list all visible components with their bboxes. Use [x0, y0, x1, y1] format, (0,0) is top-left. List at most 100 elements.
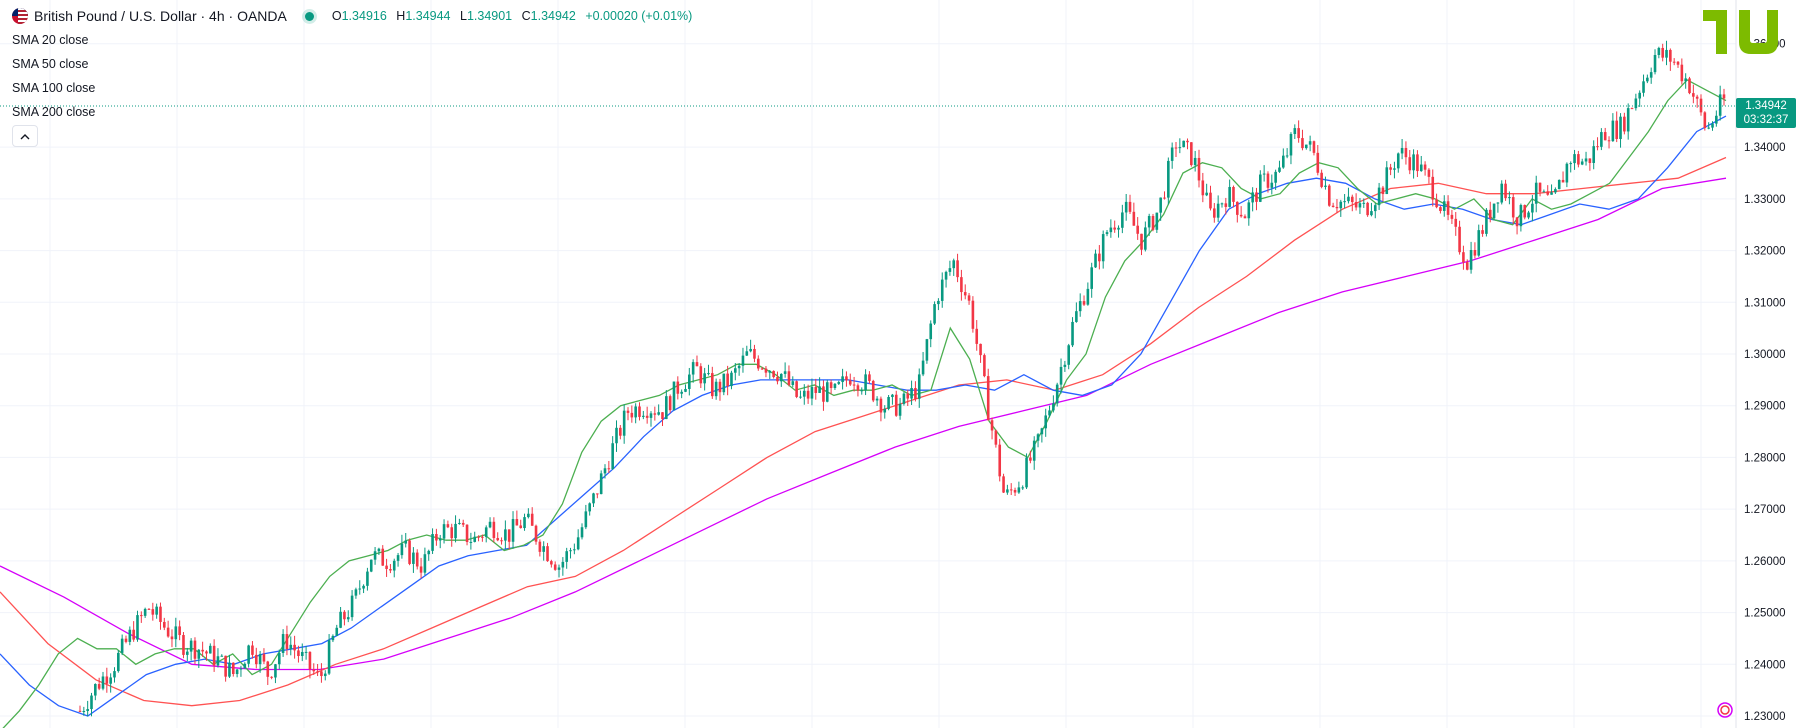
candle-body: [787, 371, 791, 385]
candle-body: [917, 374, 921, 399]
sma-100-legend[interactable]: SMA 100 close: [12, 81, 96, 95]
candle-body: [864, 374, 867, 391]
symbol-row: British Pound / U.S. Dollar · 4h · OANDA…: [12, 7, 698, 25]
candle-body: [1684, 78, 1687, 82]
candle-body: [442, 524, 446, 539]
candle-body: [1626, 108, 1630, 132]
candle-body: [1205, 192, 1208, 196]
price-axis[interactable]: 1.23000 1.24000 1.25000 1.26000 1.27000 1.280…: [1735, 0, 1786, 728]
candle-body: [1692, 93, 1695, 97]
sma-200-legend[interactable]: SMA 200 close: [12, 105, 96, 119]
candle-body: [1508, 197, 1511, 199]
candle-body: [1255, 192, 1258, 202]
candle-body: [1082, 301, 1086, 305]
candle-body: [1274, 171, 1277, 183]
candle-body: [1600, 132, 1603, 147]
candle-body: [906, 393, 910, 399]
candle-body: [1151, 215, 1155, 230]
candle-body: [1197, 157, 1201, 181]
candle-body: [140, 615, 143, 617]
candle-body: [975, 328, 979, 344]
candle-body: [1071, 321, 1074, 346]
candle-body: [496, 538, 500, 541]
candle-body: [461, 522, 465, 525]
candle-body: [1446, 201, 1450, 215]
candle-body: [308, 651, 312, 670]
candle-body: [1462, 252, 1465, 263]
candle-body: [1193, 157, 1197, 166]
symbol-title[interactable]: British Pound / U.S. Dollar · 4h · OANDA: [34, 8, 287, 24]
candle-body: [745, 351, 749, 356]
candle-body: [883, 408, 887, 413]
candle-body: [1550, 192, 1553, 195]
candle-body: [412, 552, 415, 564]
candle-body: [350, 595, 354, 618]
candle-body: [584, 511, 588, 528]
candle-body: [848, 380, 852, 385]
candle-body: [1213, 208, 1216, 218]
candle-body: [1117, 227, 1120, 230]
candle-body: [358, 588, 362, 590]
candle-body: [1561, 179, 1565, 183]
candle-body: [795, 381, 798, 397]
candle-body: [845, 376, 848, 381]
candle-body: [592, 493, 595, 504]
y-tick-label: 1.34000: [1744, 142, 1786, 154]
candle-body: [86, 709, 89, 712]
ohlc-values: O1.34916 H1.34944 L1.34901 C1.34942 +0.0…: [332, 7, 698, 25]
collapse-legend-button[interactable]: [12, 125, 38, 147]
candle-body: [1282, 155, 1285, 168]
y-tick-label: 1.23000: [1744, 711, 1786, 723]
candle-body: [1665, 49, 1668, 58]
candle-body: [1101, 234, 1105, 262]
candle-body: [297, 650, 300, 657]
candle-body: [1531, 203, 1534, 213]
candle-body: [695, 362, 699, 367]
candle-body: [607, 468, 611, 470]
candle-body: [1592, 146, 1596, 163]
compare-symbol-icon[interactable]: [1716, 701, 1734, 719]
candle-body: [331, 635, 335, 641]
candle-body: [1052, 403, 1055, 411]
candle-body: [389, 569, 392, 571]
candle-body: [343, 611, 346, 620]
chevron-up-icon: [20, 133, 30, 139]
market-status-icon[interactable]: [304, 11, 314, 21]
candle-body: [542, 546, 545, 552]
candle-body: [557, 567, 561, 570]
candle-body: [837, 382, 841, 384]
candle-body: [1557, 179, 1561, 190]
candle-body: [588, 503, 591, 512]
candle-body: [576, 537, 580, 550]
candle-body: [216, 656, 220, 666]
candle-body: [1653, 54, 1657, 73]
candle-body: [1715, 115, 1718, 124]
high-key: H: [396, 9, 406, 23]
candle-body: [810, 387, 814, 399]
candle-body: [155, 606, 158, 615]
candle-body: [1144, 227, 1147, 250]
change-value: +0.00020 (+0.01%): [585, 9, 693, 23]
candle-body: [205, 651, 208, 654]
candle-body: [1331, 205, 1335, 207]
y-tick-label: 1.33000: [1744, 194, 1786, 206]
candle-body: [1182, 140, 1185, 148]
sma-20-legend[interactable]: SMA 20 close: [12, 33, 89, 47]
candle-body: [676, 381, 680, 394]
candle-body: [737, 365, 741, 369]
candle-body: [1251, 192, 1254, 203]
candle-body: [1523, 205, 1527, 218]
candle-body: [1293, 128, 1297, 135]
candle-body: [580, 527, 584, 538]
candle-body: [1477, 230, 1481, 256]
y-tick-label: 1.29000: [1744, 401, 1786, 413]
candle-body: [1090, 267, 1093, 289]
candle-body: [1036, 434, 1040, 441]
candle-body: [120, 638, 124, 653]
open-key: O: [331, 9, 342, 23]
candle-body: [929, 323, 933, 340]
sma-50-legend[interactable]: SMA 50 close: [12, 57, 89, 71]
candle-body: [822, 386, 825, 402]
candle-body: [1607, 140, 1611, 142]
